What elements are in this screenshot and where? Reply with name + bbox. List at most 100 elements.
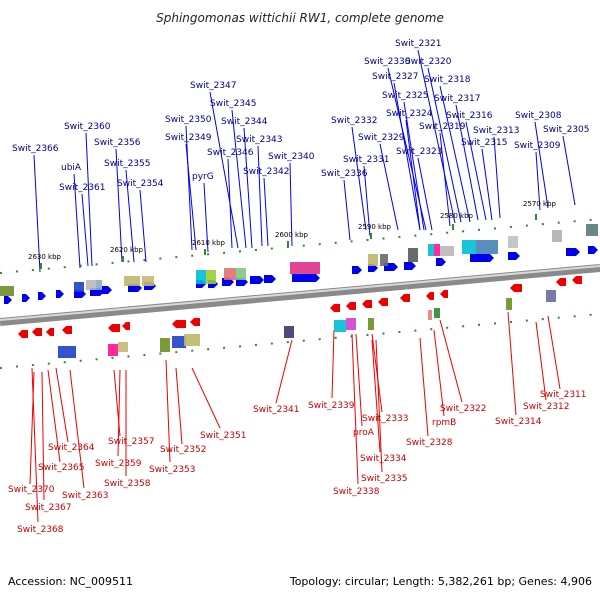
gene-arrow-forward[interactable] — [22, 294, 30, 302]
feature-block[interactable] — [434, 308, 440, 318]
gene-arrow-reverse[interactable] — [510, 284, 522, 292]
gene-arrow-forward[interactable] — [404, 262, 416, 270]
feature-block[interactable] — [160, 338, 170, 352]
gene-label-swit-2367[interactable]: Swit_2367 — [25, 503, 72, 513]
gene-label-ubia[interactable]: ubiA — [61, 163, 82, 173]
gene-arrow-reverse[interactable] — [426, 292, 434, 300]
gene-label-swit-2321[interactable]: Swit_2321 — [395, 39, 442, 49]
feature-block[interactable] — [476, 240, 498, 254]
gene-arrow-forward[interactable] — [588, 246, 598, 254]
gene-label-swit-2314[interactable]: Swit_2314 — [495, 417, 542, 427]
feature-block[interactable] — [368, 254, 378, 266]
feature-block[interactable] — [86, 280, 96, 290]
gene-label-swit-2368[interactable]: Swit_2368 — [17, 525, 64, 535]
gene-label-swit-2363[interactable]: Swit_2363 — [62, 491, 109, 501]
gene-arrow-forward[interactable] — [56, 290, 64, 298]
gene-label-swit-2354[interactable]: Swit_2354 — [117, 179, 164, 189]
gene-label-swit-2316[interactable]: Swit_2316 — [446, 111, 493, 121]
feature-block[interactable] — [408, 248, 418, 262]
gene-arrow-forward[interactable] — [508, 252, 520, 260]
feature-block[interactable] — [586, 224, 598, 236]
gene-label-swit-2365[interactable]: Swit_2365 — [38, 463, 85, 473]
feature-block[interactable] — [428, 244, 434, 256]
feature-block[interactable] — [508, 236, 518, 248]
gene-label-swit-2356[interactable]: Swit_2356 — [94, 138, 141, 148]
gene-label-swit-2309[interactable]: Swit_2309 — [514, 141, 561, 151]
feature-block[interactable] — [380, 254, 388, 266]
gene-arrow-reverse[interactable] — [122, 322, 130, 330]
gene-arrow-forward[interactable] — [250, 276, 264, 284]
feature-block[interactable] — [552, 230, 562, 242]
gene-label-swit-2319[interactable]: Swit_2319 — [419, 122, 466, 132]
gene-arrow-reverse[interactable] — [346, 302, 356, 310]
feature-block[interactable] — [206, 270, 216, 284]
feature-block[interactable] — [506, 298, 512, 310]
feature-block[interactable] — [290, 262, 320, 274]
gene-arrow-reverse[interactable] — [378, 298, 388, 306]
gene-arrow-reverse[interactable] — [172, 320, 186, 328]
gene-label-swit-2308[interactable]: Swit_2308 — [515, 111, 562, 121]
gene-arrow-reverse[interactable] — [108, 324, 120, 332]
gene-label-swit-2317[interactable]: Swit_2317 — [434, 94, 481, 104]
gene-label-swit-2343[interactable]: Swit_2343 — [236, 135, 283, 145]
gene-label-swit-2315[interactable]: Swit_2315 — [461, 138, 508, 148]
feature-block[interactable] — [58, 346, 76, 358]
gene-label-swit-2313[interactable]: Swit_2313 — [473, 126, 520, 136]
feature-block[interactable] — [172, 336, 186, 348]
feature-block[interactable] — [196, 270, 206, 284]
gene-arrow-reverse[interactable] — [330, 304, 340, 312]
feature-block[interactable] — [440, 246, 454, 256]
gene-label-swit-2346[interactable]: Swit_2346 — [207, 148, 254, 158]
feature-block[interactable] — [368, 318, 374, 330]
gene-arrow-reverse[interactable] — [62, 326, 72, 334]
gene-arrow-forward[interactable] — [38, 292, 46, 300]
feature-block[interactable] — [428, 310, 432, 320]
gene-label-swit-2323[interactable]: Swit_2323 — [396, 147, 443, 157]
gene-label-swit-2370[interactable]: Swit_2370 — [8, 485, 55, 495]
gene-arrow-reverse[interactable] — [190, 318, 200, 326]
feature-block[interactable] — [108, 344, 118, 356]
gene-label-swit-2330[interactable]: Swit_2330 — [364, 57, 411, 67]
gene-label-swit-2336[interactable]: Swit_2336 — [321, 169, 368, 179]
gene-label-swit-2364[interactable]: Swit_2364 — [48, 443, 95, 453]
gene-label-swit-2340[interactable]: Swit_2340 — [268, 152, 315, 162]
gene-arrow-forward[interactable] — [352, 266, 362, 274]
gene-label-swit-2361[interactable]: Swit_2361 — [59, 183, 106, 193]
feature-block[interactable] — [224, 268, 236, 280]
gene-label-proa[interactable]: proA — [353, 428, 375, 438]
feature-block[interactable] — [96, 280, 102, 290]
gene-label-swit-2328[interactable]: Swit_2328 — [406, 438, 453, 448]
gene-arrow-forward[interactable] — [102, 286, 112, 294]
gene-arrow-forward[interactable] — [292, 274, 320, 282]
gene-arrow-reverse[interactable] — [32, 328, 42, 336]
gene-label-swit-2333[interactable]: Swit_2333 — [362, 414, 409, 424]
feature-block[interactable] — [74, 282, 84, 292]
feature-block[interactable] — [142, 276, 154, 286]
gene-label-swit-2311[interactable]: Swit_2311 — [540, 390, 587, 400]
gene-label-swit-2351[interactable]: Swit_2351 — [200, 431, 247, 441]
gene-label-swit-2352[interactable]: Swit_2352 — [160, 445, 207, 455]
feature-block[interactable] — [236, 268, 246, 280]
gene-arrow-reverse[interactable] — [400, 294, 410, 302]
gene-arrow-reverse[interactable] — [46, 328, 54, 336]
feature-block[interactable] — [118, 342, 128, 352]
feature-block[interactable] — [284, 326, 294, 338]
feature-block[interactable] — [434, 244, 440, 256]
gene-arrow-reverse[interactable] — [362, 300, 372, 308]
gene-label-swit-2329[interactable]: Swit_2329 — [358, 133, 405, 143]
gene-label-swit-2334[interactable]: Swit_2334 — [360, 454, 407, 464]
feature-block[interactable] — [184, 334, 200, 346]
gene-label-swit-2349[interactable]: Swit_2349 — [165, 133, 212, 143]
gene-label-swit-2338[interactable]: Swit_2338 — [333, 487, 380, 497]
gene-label-swit-2350[interactable]: Swit_2350 — [165, 115, 212, 125]
gene-label-swit-2353[interactable]: Swit_2353 — [149, 465, 196, 475]
gene-label-swit-2332[interactable]: Swit_2332 — [331, 116, 378, 126]
gene-label-swit-2345[interactable]: Swit_2345 — [210, 99, 257, 109]
gene-arrow-forward[interactable] — [470, 254, 494, 262]
gene-label-swit-2366[interactable]: Swit_2366 — [12, 144, 59, 154]
gene-arrow-reverse[interactable] — [440, 290, 448, 298]
gene-label-swit-2324[interactable]: Swit_2324 — [386, 109, 433, 119]
gene-arrow-reverse[interactable] — [572, 276, 582, 284]
gene-label-swit-2312[interactable]: Swit_2312 — [523, 402, 570, 412]
feature-block[interactable] — [546, 290, 556, 302]
